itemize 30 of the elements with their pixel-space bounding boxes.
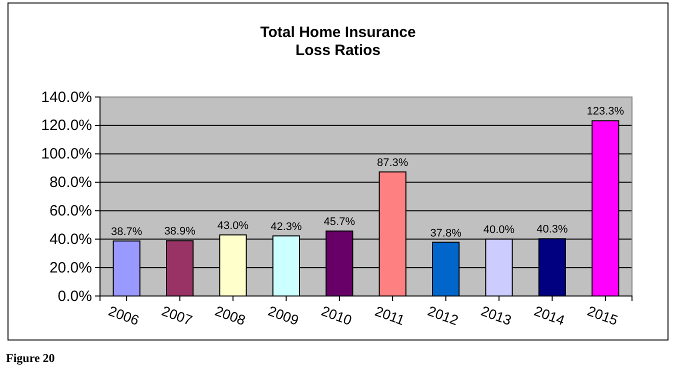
caption: Figure 20 bbox=[6, 351, 55, 365]
y-tick-label: 0.0% bbox=[58, 288, 92, 305]
x-tick-label: 2008 bbox=[212, 302, 248, 328]
y-tick-label: 40.0% bbox=[49, 230, 92, 248]
data-label: 40.0% bbox=[483, 224, 515, 236]
data-label: 87.3% bbox=[377, 156, 408, 169]
data-label: 42.3% bbox=[270, 220, 302, 233]
data-label: 38.7% bbox=[111, 226, 142, 238]
x-tick-label: 2010 bbox=[319, 302, 354, 328]
data-label: 43.0% bbox=[217, 220, 249, 232]
data-label: 37.8% bbox=[430, 227, 462, 240]
data-label: 38.9% bbox=[164, 226, 196, 238]
x-tick-label: 2009 bbox=[266, 302, 302, 328]
data-label: 40.3% bbox=[536, 224, 568, 236]
y-tick-label: 120.0% bbox=[41, 117, 92, 134]
data-label: 123.3% bbox=[586, 106, 624, 118]
y-tick-label: 140.0% bbox=[41, 88, 92, 106]
y-tick-label: 100.0% bbox=[41, 146, 92, 163]
y-tick-label: 20.0% bbox=[49, 259, 92, 276]
x-tick-label: 2011 bbox=[373, 302, 407, 328]
chart-title: Total Home Insurance Loss Ratios bbox=[260, 24, 416, 59]
x-tick-label: 2013 bbox=[478, 302, 514, 328]
y-tick-label: 60.0% bbox=[49, 202, 92, 220]
x-tick-label: 2014 bbox=[532, 302, 568, 328]
data-label: 45.7% bbox=[324, 216, 356, 228]
x-tick-label: 2006 bbox=[106, 302, 142, 328]
x-tick-label: 2007 bbox=[160, 302, 195, 328]
y-tick-label: 80.0% bbox=[49, 174, 92, 192]
x-tick-label: 2012 bbox=[426, 302, 461, 328]
x-tick-label: 2015 bbox=[585, 302, 620, 328]
